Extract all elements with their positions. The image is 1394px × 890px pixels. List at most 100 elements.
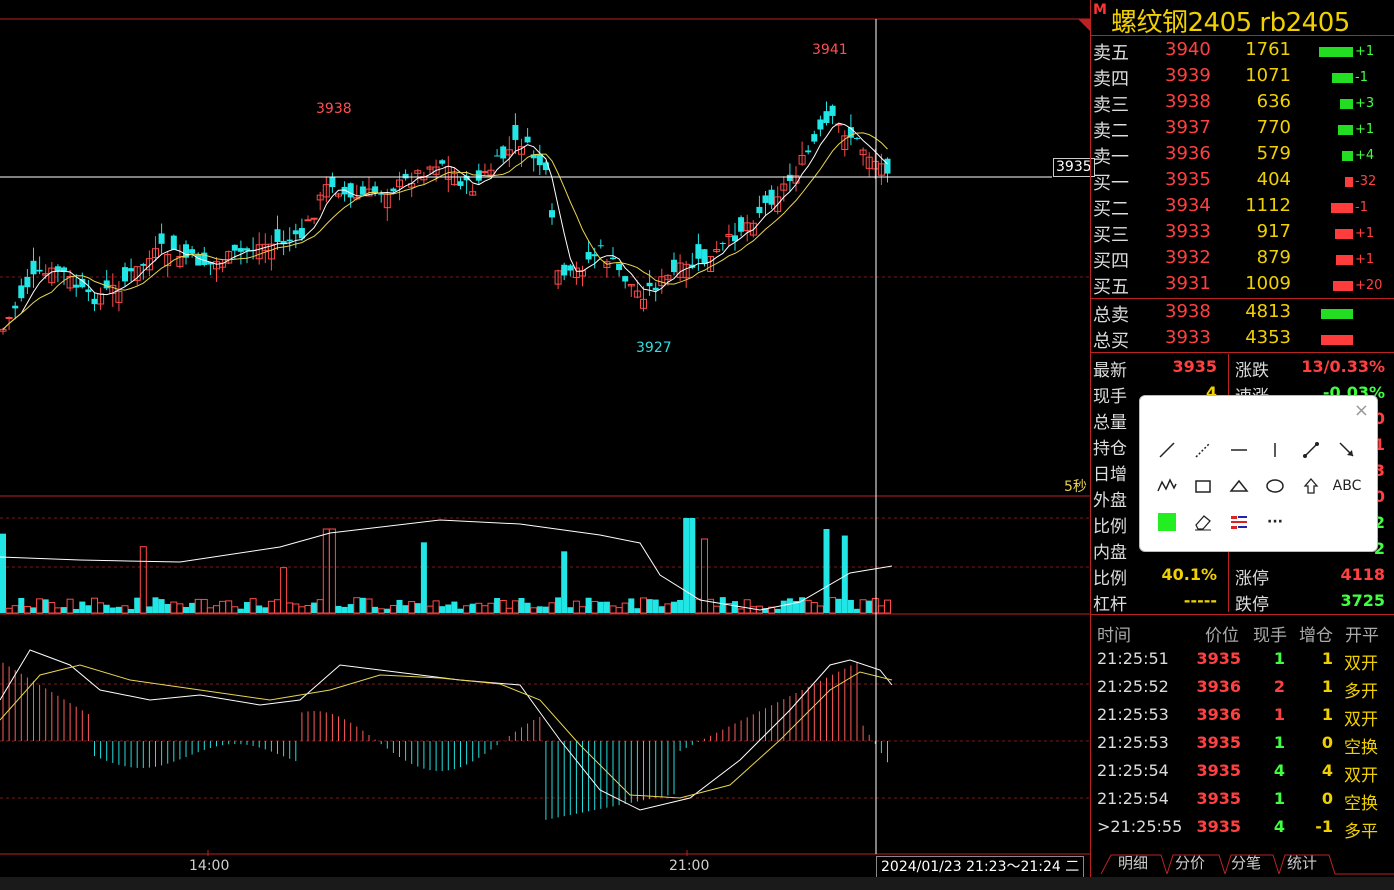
level-change: +1: [1355, 226, 1375, 241]
candle-body: [390, 188, 397, 192]
orderbook-row[interactable]: 卖二 3937 770 +1: [1091, 115, 1394, 142]
candle-body: [463, 175, 470, 181]
tab-ticks[interactable]: 分笔: [1231, 854, 1262, 872]
horizontal-line-tool-icon[interactable]: [1224, 436, 1254, 464]
candle-body: [207, 261, 214, 265]
trade-price: 3935: [1196, 789, 1241, 808]
level-change: +3: [1355, 96, 1375, 111]
candle-body: [798, 154, 806, 165]
volume-bar: [103, 604, 110, 613]
volume-bar: [732, 601, 738, 613]
candle-body: [811, 134, 818, 142]
trade-row[interactable]: 21:25:54 3935 4 4 双开: [1091, 757, 1394, 786]
trade-row[interactable]: 21:25:53 3935 1 0 空换: [1091, 729, 1394, 758]
candle-body: [854, 137, 860, 139]
orderbook-row[interactable]: 买四 3932 879 +1: [1091, 245, 1394, 272]
orderbook-row[interactable]: 买一 3935 404 -32: [1091, 167, 1394, 194]
volume-bar: [365, 598, 373, 614]
volume-bar: [542, 606, 549, 613]
chart-area[interactable]: 3941 3938 3927 3935 5秒 14:00 21:00: [0, 0, 1095, 874]
volume-bar: [426, 605, 434, 614]
volume-bar: [713, 605, 721, 614]
info-value: 40.1%: [1161, 565, 1217, 584]
trade-change: 1: [1321, 705, 1333, 724]
info-row: 总量 0: [1091, 406, 1394, 433]
close-icon[interactable]: ×: [1353, 400, 1369, 421]
trade-row[interactable]: >21:25:55 3935 4 -1 多平: [1091, 813, 1394, 842]
trade-row[interactable]: 21:25:53 3936 1 1 双开: [1091, 701, 1394, 730]
panel-tabs: 明细 分价 分笔 统计: [1091, 853, 1394, 875]
orderbook-row[interactable]: 买二 3934 1112 -1: [1091, 193, 1394, 220]
volume-bar: [237, 608, 244, 613]
arrow-line-tool-icon[interactable]: [1332, 436, 1362, 464]
level-volume: 636: [1256, 91, 1291, 112]
kline-chart[interactable]: [0, 0, 1090, 880]
volume-bar: [615, 607, 623, 614]
trade-price: 3936: [1196, 705, 1241, 724]
candle-body: [756, 206, 763, 214]
candle-body: [5, 317, 13, 320]
volume-bar: [30, 607, 37, 613]
volume-bar: [231, 606, 239, 614]
info-label: 内盘: [1093, 543, 1127, 563]
divider: [1091, 35, 1394, 36]
line-style-tool-icon[interactable]: [1224, 508, 1254, 536]
volume-bar: [530, 607, 538, 614]
candle-body: [12, 305, 19, 309]
line-segment-tool-icon[interactable]: [1152, 436, 1182, 464]
orderbook-row[interactable]: 卖三 3938 636 +3: [1091, 89, 1394, 116]
triangle-tool-icon[interactable]: [1224, 472, 1254, 500]
candle-body: [316, 194, 324, 201]
text-tool-icon[interactable]: ABC: [1332, 478, 1362, 494]
orderbook-row[interactable]: 卖一 3936 579 +4: [1091, 141, 1394, 168]
level-label: 买一: [1093, 173, 1129, 194]
tab-price-distribution[interactable]: 分价: [1175, 854, 1206, 872]
trade-row[interactable]: 21:25:51 3935 1 1 双开: [1091, 645, 1394, 674]
trade-row[interactable]: 21:25:52 3936 2 1 多开: [1091, 673, 1394, 702]
trade-time: 21:25:54: [1097, 761, 1169, 780]
volume-bar: [481, 605, 489, 614]
orderbook-row[interactable]: 买五 3931 1009 +20: [1091, 271, 1394, 298]
volume-bar: [841, 535, 848, 613]
volume-bar: [829, 597, 837, 614]
up-arrow-tool-icon[interactable]: [1296, 472, 1326, 500]
volume-bar: [591, 600, 599, 614]
candle-body: [335, 193, 342, 197]
eraser-tool-icon[interactable]: [1188, 508, 1218, 536]
volume-bar: [603, 601, 610, 613]
level-label: 买三: [1093, 225, 1129, 246]
color-picker-icon[interactable]: [1152, 508, 1182, 536]
candle-body: [749, 222, 757, 236]
candle-body: [304, 219, 312, 222]
volume-bar: [524, 602, 531, 613]
candle-body: [622, 276, 629, 282]
tab-statistics[interactable]: 统计: [1287, 854, 1318, 872]
trade-row[interactable]: 21:25:54 3935 1 0 空换: [1091, 785, 1394, 814]
ray-line-tool-icon[interactable]: [1188, 436, 1218, 464]
volume-bar: [359, 597, 366, 613]
candle-body: [85, 289, 92, 293]
candle-body: [140, 264, 147, 266]
chart-grid: [0, 18, 1090, 856]
candle-body: [219, 262, 227, 268]
candle-body: [372, 186, 379, 193]
polyline-tool-icon[interactable]: [1152, 472, 1182, 500]
orderbook-row[interactable]: 卖五 3940 1761 +1: [1091, 37, 1394, 64]
total-row: 总卖 3938 4813: [1091, 299, 1394, 326]
more-tools-icon[interactable]: ···: [1267, 514, 1283, 530]
orderbook-row[interactable]: 卖四 3939 1071 -1: [1091, 63, 1394, 90]
total-label: 总买: [1093, 331, 1129, 352]
divider: [1091, 352, 1394, 353]
rectangle-tool-icon[interactable]: [1188, 472, 1218, 500]
tab-detail[interactable]: 明细: [1118, 854, 1149, 872]
trade-time: 21:25:53: [1097, 733, 1169, 752]
vertical-line-tool-icon[interactable]: [1260, 436, 1290, 464]
volume-bar: [609, 605, 617, 614]
ellipse-tool-icon[interactable]: [1260, 472, 1290, 500]
candle-body: [432, 166, 440, 175]
orderbook-row[interactable]: 买三 3933 917 +1: [1091, 219, 1394, 246]
candle-body: [79, 278, 86, 288]
volume-bar: [866, 600, 873, 613]
extended-line-tool-icon[interactable]: [1296, 436, 1326, 464]
trade-kind: 空换: [1344, 794, 1378, 814]
